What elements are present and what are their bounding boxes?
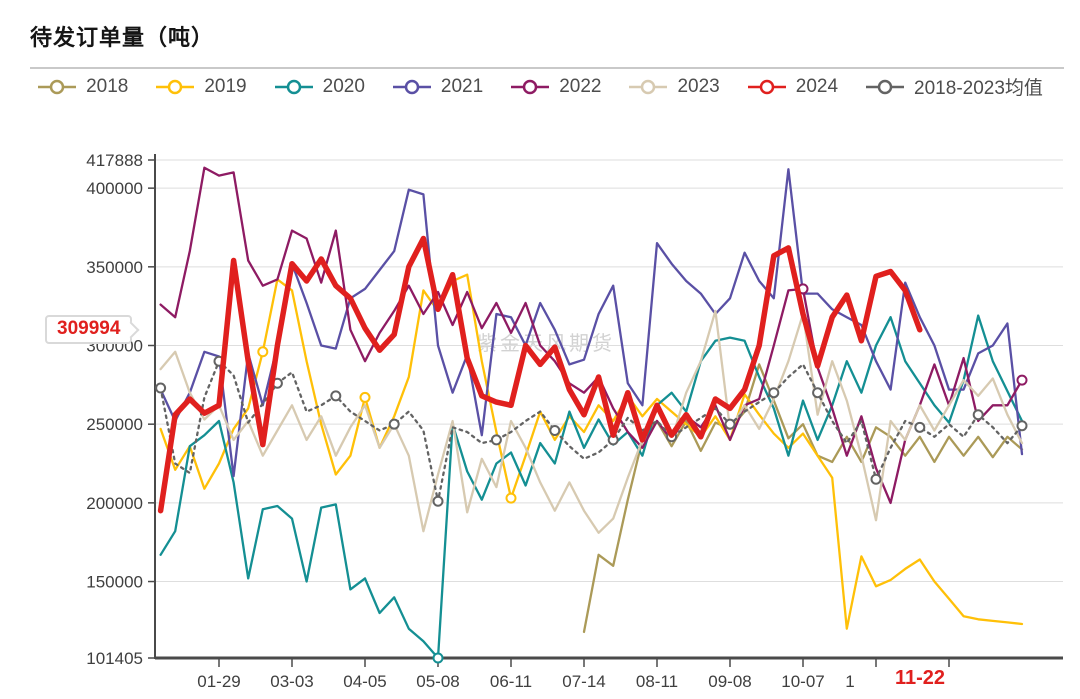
x-tick-label: 09-08 [708, 672, 751, 691]
x-tick-label: 10-07 [781, 672, 824, 691]
legend-marker-icon [156, 79, 195, 94]
series-marker-2018-2023均值 [914, 421, 926, 433]
series-marker-2018-2023均值 [549, 424, 561, 436]
legend-item-2023[interactable]: 2023 [628, 75, 720, 98]
watermark: 紫金天风期货 [477, 333, 615, 355]
legend-marker-icon [38, 79, 77, 94]
x-tick-label: 08-11 [636, 672, 678, 691]
legend-item-2018[interactable]: 2018 [37, 76, 128, 98]
legend: 2018 2019 2020 2021 2022 2023 2024 2018-2023均值 [0, 73, 1080, 100]
legend-marker-icon [629, 79, 668, 94]
series-marker-2019 [257, 346, 269, 358]
series-marker-2019 [505, 492, 517, 504]
legend-label: 2018-2023均值 [914, 78, 1043, 99]
legend-item-2024[interactable]: 2024 [747, 76, 838, 98]
series-line-2020 [159, 314, 1024, 660]
legend-item-2022[interactable]: 2022 [510, 76, 601, 98]
legend-item-2019[interactable]: 2019 [155, 75, 247, 98]
legend-item-2021[interactable]: 2021 [392, 76, 483, 98]
legend-label: 2020 [322, 75, 365, 97]
series-marker-2018-2023均值 [870, 473, 882, 485]
legend-label: 2023 [677, 75, 720, 97]
series-marker-2018-2023均值 [432, 495, 444, 507]
legend-marker-icon [274, 79, 313, 94]
series-marker-2018-2023均值 [490, 434, 502, 446]
y-tick-label: 101405 [86, 649, 143, 668]
series-marker-2018-2023均值 [330, 390, 342, 402]
x-tick-label: 03-03 [270, 672, 313, 691]
series-line-2018-2023均值 [159, 360, 1024, 503]
series-marker-2018-2023均值 [155, 382, 167, 394]
legend-item-2020[interactable]: 2020 [274, 76, 365, 98]
latest-date-label: 11-22 [877, 667, 963, 690]
series-marker-2018-2023均值 [1016, 420, 1028, 432]
series-marker-2019 [359, 391, 371, 403]
series-line-2021 [159, 168, 1024, 478]
legend-marker-icon [392, 79, 431, 94]
legend-label: 2019 [204, 75, 247, 97]
series-line-2023 [159, 309, 1024, 534]
x-tick-label: 01-29 [197, 672, 240, 691]
series-marker-2020 [432, 652, 444, 664]
legend-label: 2021 [440, 75, 484, 97]
y-tick-label: 350000 [86, 258, 143, 277]
x-tick-label: 1 [845, 672, 854, 691]
y-tick-label: 200000 [86, 494, 143, 513]
latest-value-callout: 309994 [45, 315, 133, 344]
legend-label: 2024 [795, 75, 839, 97]
y-tick-label: 400000 [86, 179, 143, 198]
series-marker-2018-2023均值 [972, 409, 984, 421]
chart-title: 待发订单量（吨） [30, 25, 215, 50]
title-separator [30, 67, 1064, 69]
series-marker-2018-2023均值 [724, 418, 736, 430]
x-tick-label: 06-11 [490, 672, 532, 691]
y-tick-label: 417888 [86, 151, 143, 170]
series-marker-2018-2023均值 [812, 387, 824, 399]
legend-marker-icon [866, 79, 905, 94]
legend-label: 2018 [86, 75, 129, 97]
series-line-2019 [159, 273, 1024, 630]
legend-item-2018-2023均值[interactable]: 2018-2023均值 [865, 73, 1043, 100]
legend-marker-icon [511, 79, 550, 94]
y-tick-label: 150000 [86, 573, 143, 592]
series-marker-2018-2023均值 [768, 387, 780, 399]
series-marker-2022 [1016, 374, 1028, 386]
series-marker-2018-2023均值 [388, 418, 400, 430]
series-line-2024 [157, 235, 923, 514]
y-tick-label: 250000 [86, 415, 143, 434]
legend-marker-icon [747, 79, 786, 94]
x-tick-label: 07-14 [562, 672, 605, 691]
x-tick-label: 04-05 [343, 672, 386, 691]
legend-label: 2022 [559, 75, 602, 97]
x-tick-label: 05-08 [416, 672, 459, 691]
